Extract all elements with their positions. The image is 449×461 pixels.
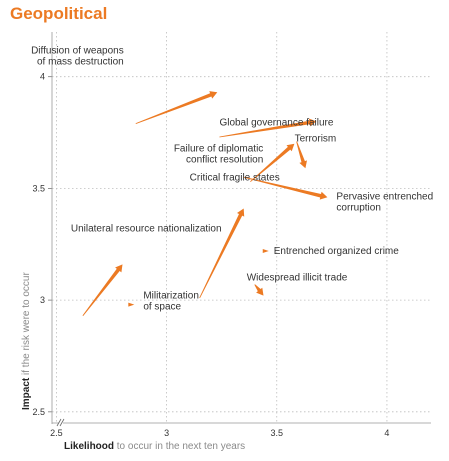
risk-label: Unilateral resource nationalization: [71, 223, 222, 234]
chart-title: Geopolitical: [10, 4, 108, 23]
y-axis-title-rest: if the risk were to occur: [21, 272, 32, 378]
x-tick-label: 3.5: [270, 428, 283, 438]
axis-break-mark: [59, 418, 65, 427]
risk-label: Diffusion of weapons of mass destruction: [31, 46, 124, 68]
risk-label: Failure of diplomatic conflict resolution: [174, 144, 263, 166]
risk-marker: [128, 302, 135, 307]
arrows-layer: [82, 91, 328, 316]
risk-arrow: [135, 91, 218, 124]
risk-label: Critical fragile states: [190, 173, 280, 184]
risk-label-line: Pervasive entrenched: [336, 191, 433, 202]
risk-label-line: Entrenched organized crime: [274, 246, 400, 257]
risk-label-line: of space: [143, 302, 181, 313]
axis-break-mark: [56, 418, 62, 427]
x-tick-label: 4: [384, 428, 389, 438]
risk-arrow: [199, 208, 245, 299]
risk-marker: [262, 248, 269, 253]
x-axis-title: Likelihood to occur in the next ten year…: [64, 441, 245, 452]
risk-label: Global governance failure: [219, 117, 333, 128]
y-tick-label: 4: [40, 72, 45, 82]
risk-arrow: [250, 143, 295, 182]
risk-label: Pervasive entrenched corruption: [336, 191, 433, 213]
risk-label-line: Global governance failure: [219, 117, 333, 128]
risk-label-line: Widespread illicit trade: [247, 272, 348, 283]
x-axis-title-rest: to occur in the next ten years: [114, 441, 245, 452]
x-tick-label: 2.5: [50, 428, 63, 438]
y-tick-label: 3: [40, 295, 45, 305]
y-axis-title: Impact if the risk were to occur: [21, 272, 32, 410]
axis-break-gap: [59, 418, 63, 428]
risk-label-line: conflict resolution: [186, 155, 263, 166]
risk-label-line: of mass destruction: [37, 57, 124, 68]
risk-label-line: Critical fragile states: [190, 173, 280, 184]
risk-label: Militarization of space: [143, 291, 199, 313]
risk-arrow: [82, 264, 123, 316]
risk-label: Terrorism: [295, 133, 337, 144]
risk-label-line: corruption: [336, 202, 380, 213]
risk-label: Entrenched organized crime: [274, 246, 400, 257]
risk-arrow: [243, 176, 328, 200]
y-tick-label: 2.5: [32, 407, 45, 417]
risk-arrow: [296, 141, 307, 169]
axis-layer: 2.5 3 3.5 4 2.5 3 3.5 4: [32, 32, 431, 438]
labels-layer: Diffusion of weapons of mass destruction G…: [31, 46, 433, 313]
x-tick-label: 3: [164, 428, 169, 438]
risk-arrow: [254, 284, 264, 296]
risk-arrow: [219, 118, 317, 138]
risk-label-line: Failure of diplomatic: [174, 144, 263, 155]
risk-label-line: Diffusion of weapons: [31, 46, 124, 57]
y-axis-title-bold: Impact: [21, 377, 32, 410]
risk-label-line: Militarization: [143, 291, 199, 302]
risk-label-line: Unilateral resource nationalization: [71, 223, 222, 234]
x-axis-title-bold: Likelihood: [64, 441, 114, 452]
risk-label-line: Terrorism: [295, 133, 337, 144]
risk-label: Widespread illicit trade: [247, 272, 348, 283]
grid-layer: [52, 32, 431, 423]
y-tick-label: 3.5: [32, 183, 45, 193]
